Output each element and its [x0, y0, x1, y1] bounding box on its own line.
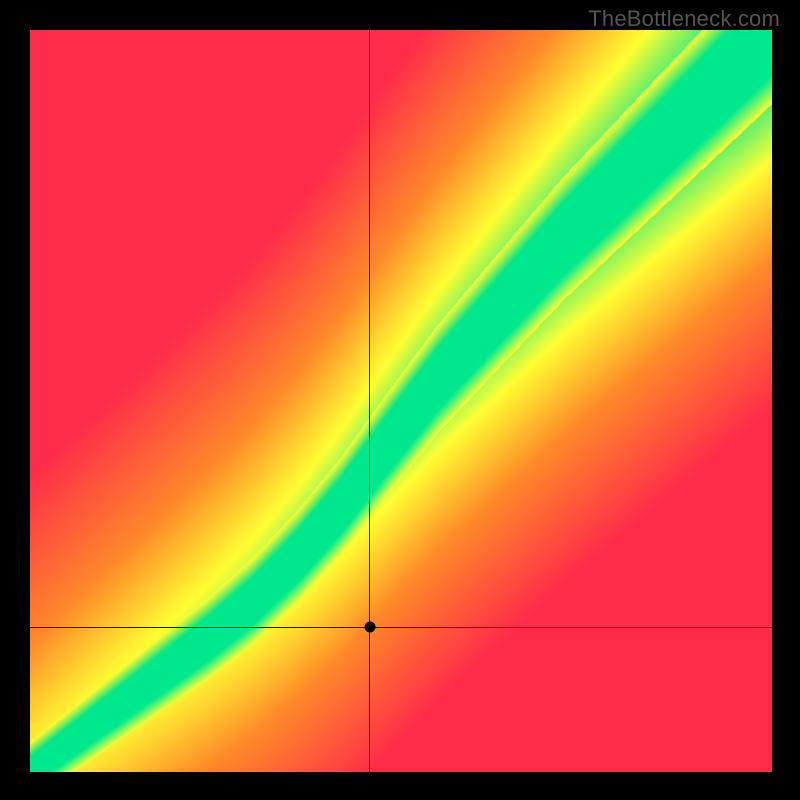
plot-frame — [30, 30, 772, 772]
crosshair-horizontal — [30, 627, 772, 628]
crosshair-vertical — [369, 30, 370, 772]
chart-container: TheBottleneck.com — [0, 0, 800, 800]
watermark-text: TheBottleneck.com — [588, 6, 780, 32]
marker-dot — [364, 622, 375, 633]
heatmap-canvas — [30, 30, 772, 772]
